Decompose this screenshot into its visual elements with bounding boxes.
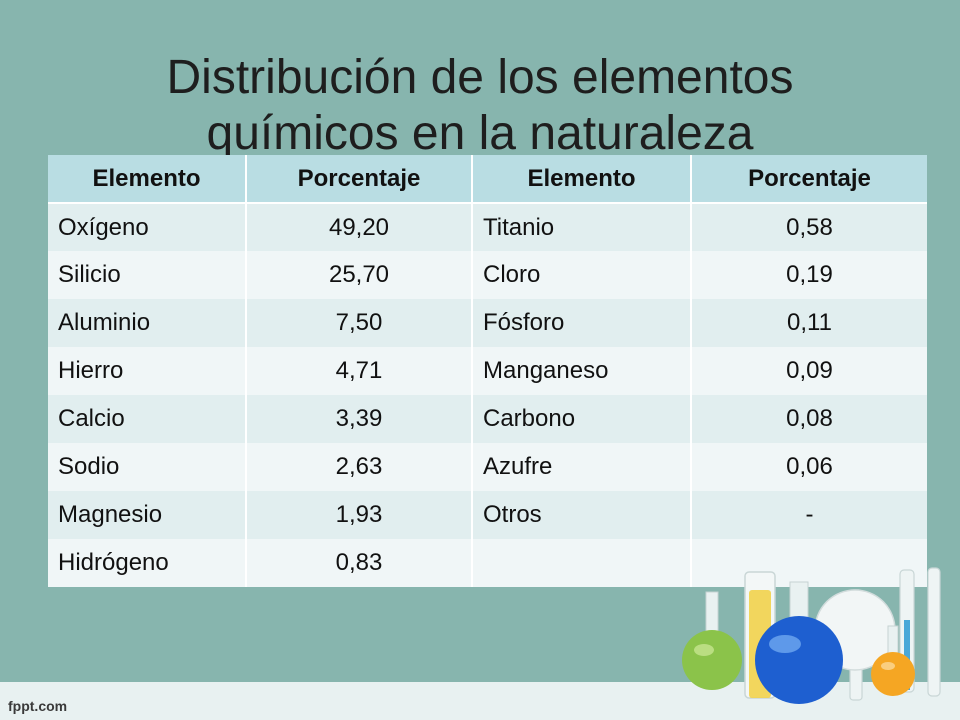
element-percentage: [691, 539, 927, 587]
table-row: Sodio 2,63 Azufre 0,06: [48, 443, 927, 491]
title-line-2: químicos en la naturaleza: [206, 107, 754, 161]
element-name: Silicio: [48, 251, 247, 299]
table-row: Oxígeno 49,20 Titanio 0,58: [48, 203, 927, 251]
element-name: Cloro: [472, 251, 692, 299]
element-name: Titanio: [472, 203, 692, 251]
table-row: Aluminio 7,50 Fósforo 0,11: [48, 299, 927, 347]
lab-glassware-icon: [682, 567, 941, 704]
element-percentage: 3,39: [246, 395, 473, 443]
element-name: Sodio: [48, 443, 247, 491]
element-percentage: 0,06: [691, 443, 927, 491]
header-element-2: Elemento: [472, 155, 692, 204]
element-name: Manganeso: [472, 347, 692, 395]
element-name: Magnesio: [48, 491, 247, 539]
element-percentage: 0,58: [691, 203, 927, 251]
element-percentage: 25,70: [246, 251, 473, 299]
element-name: Carbono: [472, 395, 692, 443]
table-row: Silicio 25,70 Cloro 0,19: [48, 251, 927, 299]
element-name: Fósforo: [472, 299, 692, 347]
element-name: Otros: [472, 491, 692, 539]
element-percentage: 0,11: [691, 299, 927, 347]
header-percentage-1: Porcentaje: [246, 155, 473, 204]
table-row: Hidrógeno 0,83: [48, 539, 927, 587]
title-line-1: Distribución de los elementos: [166, 51, 794, 105]
slide-title: Distribución de los elementos químicos e…: [0, 50, 960, 162]
brand-label: fppt.com: [8, 698, 68, 714]
elements-table: Elemento Porcentaje Elemento Porcentaje …: [48, 155, 927, 587]
element-percentage: 0,08: [691, 395, 927, 443]
element-percentage: 0,09: [691, 347, 927, 395]
table-row: Calcio 3,39 Carbono 0,08: [48, 395, 927, 443]
element-name: Aluminio: [48, 299, 247, 347]
element-name: Oxígeno: [48, 203, 247, 251]
table-header-row: Elemento Porcentaje Elemento Porcentaje: [48, 155, 927, 204]
element-name: [472, 539, 692, 587]
element-percentage: 2,63: [246, 443, 473, 491]
element-percentage: 1,93: [246, 491, 473, 539]
table-row: Hierro 4,71 Manganeso 0,09: [48, 347, 927, 395]
element-name: Hidrógeno: [48, 539, 247, 587]
element-percentage: 0,83: [246, 539, 473, 587]
element-percentage: 49,20: [246, 203, 473, 251]
element-percentage: 0,19: [691, 251, 927, 299]
element-name: Calcio: [48, 395, 247, 443]
element-name: Azufre: [472, 443, 692, 491]
header-percentage-2: Porcentaje: [691, 155, 927, 204]
element-percentage: 4,71: [246, 347, 473, 395]
element-percentage: 7,50: [246, 299, 473, 347]
table-row: Magnesio 1,93 Otros -: [48, 491, 927, 539]
element-name: Hierro: [48, 347, 247, 395]
header-element-1: Elemento: [48, 155, 247, 204]
element-percentage: -: [691, 491, 927, 539]
